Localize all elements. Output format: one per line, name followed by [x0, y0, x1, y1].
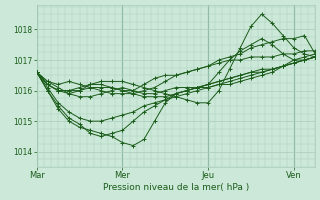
X-axis label: Pression niveau de la mer( hPa ): Pression niveau de la mer( hPa ): [103, 183, 249, 192]
